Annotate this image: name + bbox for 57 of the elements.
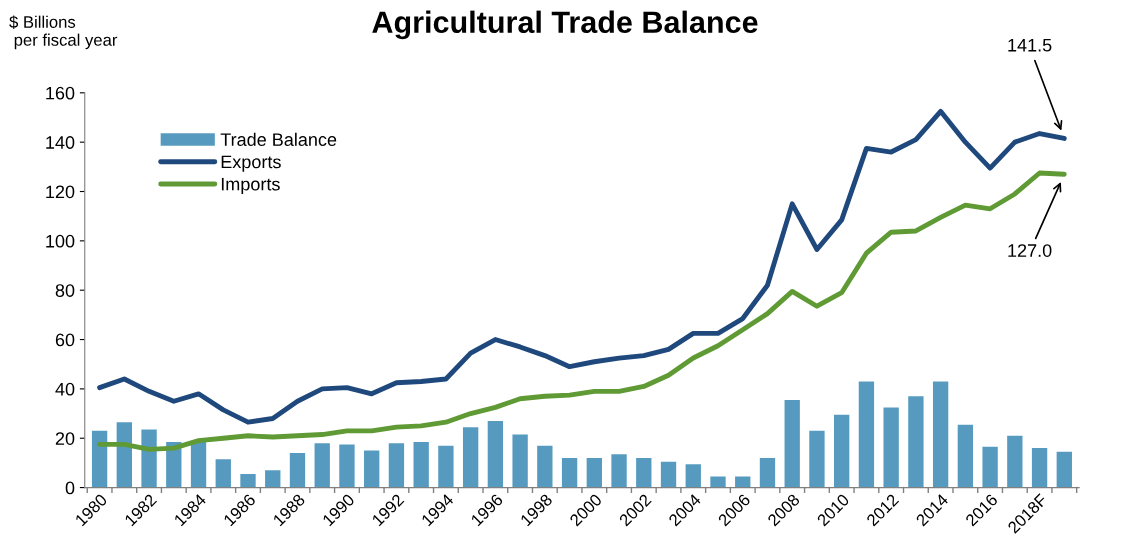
bar: [957, 424, 974, 488]
bar: [116, 422, 132, 488]
bar: [265, 470, 281, 488]
bar: [1031, 448, 1048, 488]
y-tick-label: 80: [55, 284, 75, 297]
legend-label: Exports: [221, 155, 281, 172]
bar: [438, 445, 454, 488]
bar: [1007, 435, 1023, 488]
bar: [784, 399, 800, 488]
y-tick-label: 160: [46, 86, 75, 100]
bar: [660, 461, 677, 488]
bar: [710, 476, 726, 488]
bar: [1056, 451, 1072, 488]
bar: [364, 450, 380, 488]
y-tick-label: 20: [55, 432, 75, 445]
bar: [932, 381, 949, 488]
annotation: 127.0: [1008, 244, 1052, 257]
bar: [611, 454, 627, 488]
bar: [91, 430, 108, 488]
bar: [537, 445, 553, 488]
bar: [636, 457, 652, 488]
bar: [834, 414, 850, 488]
bar: [685, 464, 701, 488]
legend-label: Imports: [221, 177, 280, 195]
bar: [883, 407, 899, 488]
bar: [215, 459, 231, 488]
y-tick-label: 140: [46, 136, 75, 149]
bar: [561, 457, 578, 488]
line-series: [97, 170, 1067, 452]
chart-title: Agricultural Trade Balance: [372, 10, 758, 40]
bar: [512, 434, 528, 488]
bar: [314, 443, 330, 488]
y-tick-label: 120: [46, 185, 75, 199]
bar: [586, 457, 602, 488]
bar: [982, 446, 998, 488]
bar: [462, 427, 479, 488]
y-tick-label: 60: [55, 333, 75, 347]
bar: [858, 381, 875, 488]
bar: [388, 443, 405, 488]
bar: [759, 457, 776, 488]
legend-label: Trade Balance: [220, 132, 337, 147]
line-series: [97, 108, 1067, 425]
text: 141.5: [1008, 38, 1052, 52]
bar: [735, 476, 751, 488]
bar: [487, 420, 504, 488]
y-axis-title: $ Billions per fiscal year: [9, 15, 118, 50]
bar: [141, 429, 157, 488]
bar: [413, 441, 429, 488]
bar: [339, 444, 355, 488]
y-tick-label: 40: [55, 382, 75, 396]
y-tick-label: 0: [65, 481, 75, 495]
bar: [289, 453, 306, 488]
bar: [190, 441, 207, 488]
bar: [240, 474, 256, 488]
bar: [809, 430, 825, 488]
y-tick-label: 100: [46, 234, 75, 248]
bar: [908, 396, 924, 488]
